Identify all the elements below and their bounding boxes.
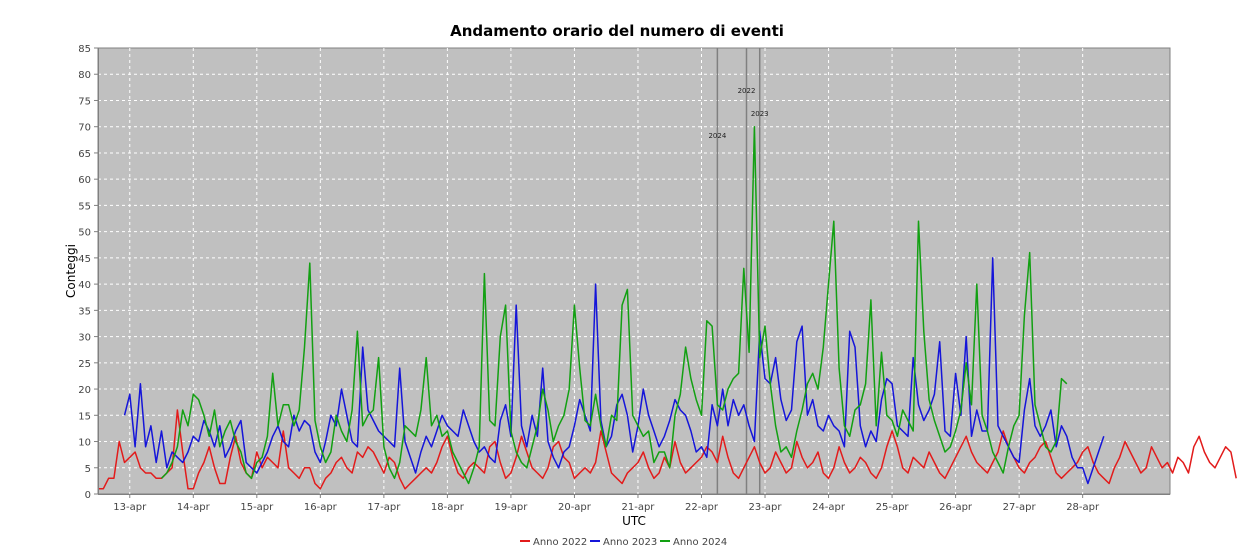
chart-title: Andamento orario del numero di eventi bbox=[450, 22, 784, 40]
x-axis-label: UTC bbox=[622, 514, 646, 528]
x-tick-label: 23-apr bbox=[749, 502, 783, 513]
y-tick-label: 75 bbox=[78, 96, 91, 107]
y-tick-label: 50 bbox=[78, 228, 91, 239]
y-tick-label: 80 bbox=[78, 70, 91, 81]
x-tick-label: 28-apr bbox=[1066, 502, 1100, 513]
legend: Anno 2022 Anno 2023 Anno 2024 bbox=[520, 537, 727, 548]
x-tick-label: 21-apr bbox=[622, 502, 656, 513]
y-tick-label: 85 bbox=[78, 44, 91, 55]
marker-lines: 2024 2022 2023 bbox=[708, 48, 769, 494]
y-tick-label: 15 bbox=[78, 411, 91, 422]
y-tick-label: 20 bbox=[78, 385, 91, 396]
y-tick-label: 10 bbox=[78, 438, 91, 449]
x-tick-label: 16-apr bbox=[304, 502, 338, 513]
y-tick-label: 40 bbox=[78, 280, 91, 291]
marker-label: 2023 bbox=[751, 110, 769, 118]
y-axis: 0 5 10 15 20 25 30 35 40 45 50 55 60 65 70 75 80 85 bbox=[78, 44, 98, 501]
marker-label: 2024 bbox=[708, 132, 726, 140]
y-axis-label: Conteggi bbox=[64, 244, 78, 298]
plot-area bbox=[97, 47, 1171, 495]
y-tick-label: 65 bbox=[78, 149, 91, 160]
x-axis: 13-apr 14-apr 15-apr 16-apr 17-apr 18-apr 19-a… bbox=[113, 494, 1100, 513]
x-tick-label: 22-apr bbox=[685, 502, 719, 513]
x-tick-label: 20-apr bbox=[558, 502, 592, 513]
y-tick-label: 70 bbox=[78, 123, 91, 134]
y-tick-label: 25 bbox=[78, 359, 91, 370]
y-tick-label: 55 bbox=[78, 201, 91, 212]
legend-label: Anno 2022 bbox=[533, 537, 587, 548]
marker-label: 2022 bbox=[738, 87, 756, 95]
x-tick-label: 15-apr bbox=[240, 502, 274, 513]
y-tick-label: 30 bbox=[78, 333, 91, 344]
y-tick-label: 45 bbox=[78, 254, 91, 265]
grid-lines bbox=[98, 48, 1170, 494]
x-tick-label: 17-apr bbox=[367, 502, 401, 513]
legend-label: Anno 2024 bbox=[673, 537, 727, 548]
series-lines bbox=[98, 125, 1237, 490]
x-tick-label: 18-apr bbox=[431, 502, 465, 513]
x-tick-label: 25-apr bbox=[876, 502, 910, 513]
y-tick-label: 0 bbox=[85, 490, 91, 501]
series-line-anno-2023 bbox=[123, 257, 1105, 485]
series-line-anno-2024 bbox=[160, 125, 1068, 485]
x-tick-label: 26-apr bbox=[939, 502, 973, 513]
legend-label: Anno 2023 bbox=[603, 537, 657, 548]
x-tick-label: 27-apr bbox=[1003, 502, 1037, 513]
series-line-anno-2022 bbox=[98, 409, 1237, 490]
x-tick-label: 19-apr bbox=[494, 502, 528, 513]
x-tick-label: 24-apr bbox=[812, 502, 846, 513]
y-tick-label: 35 bbox=[78, 306, 91, 317]
x-tick-label: 13-apr bbox=[113, 502, 147, 513]
y-tick-label: 5 bbox=[85, 464, 91, 475]
y-tick-label: 60 bbox=[78, 175, 91, 186]
x-tick-label: 14-apr bbox=[177, 502, 211, 513]
